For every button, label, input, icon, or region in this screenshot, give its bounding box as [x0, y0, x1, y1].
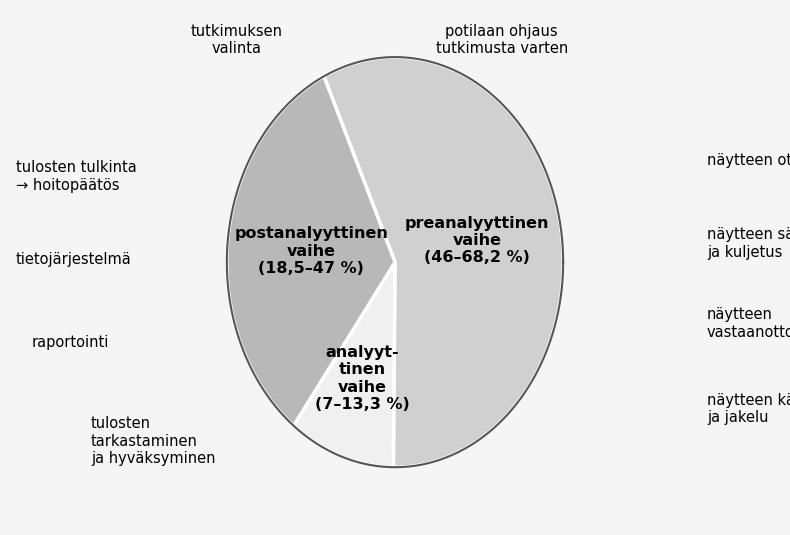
Text: näytteen käsittely
ja jakelu: näytteen käsittely ja jakelu [707, 393, 790, 425]
Wedge shape [324, 57, 563, 467]
Text: raportointi: raportointi [32, 335, 109, 350]
Text: näytteen otto: näytteen otto [707, 153, 790, 168]
Text: preanalyyttinen
vaihe
(46–68,2 %): preanalyyttinen vaihe (46–68,2 %) [405, 216, 549, 265]
Wedge shape [227, 77, 395, 426]
Text: tietojärjestelmä: tietojärjestelmä [16, 252, 132, 267]
Text: näytteen säilytys
ja kuljetus: näytteen säilytys ja kuljetus [707, 227, 790, 259]
Text: analyyt-
tinen
vaihe
(7–13,3 %): analyyt- tinen vaihe (7–13,3 %) [315, 345, 410, 412]
Text: postanalyyttinen
vaihe
(18,5–47 %): postanalyyttinen vaihe (18,5–47 %) [235, 226, 389, 276]
Text: näytteen
vastaanotto: näytteen vastaanotto [707, 308, 790, 340]
Text: tulosten
tarkastaminen
ja hyväksyminen: tulosten tarkastaminen ja hyväksyminen [91, 416, 216, 467]
Text: potilaan ohjaus
tutkimusta varten: potilaan ohjaus tutkimusta varten [435, 24, 568, 56]
Wedge shape [294, 262, 395, 467]
Text: tutkimuksen
valinta: tutkimuksen valinta [191, 24, 283, 56]
Text: tulosten tulkinta
→ hoitopäätös: tulosten tulkinta → hoitopäätös [16, 160, 137, 193]
